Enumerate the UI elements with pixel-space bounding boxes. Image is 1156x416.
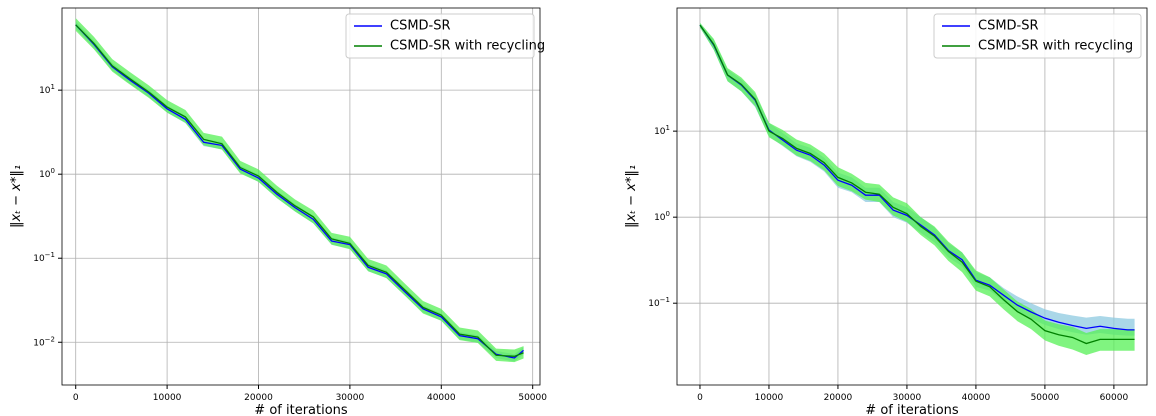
legend-label: CSMD-SR bbox=[978, 19, 1039, 34]
y-tick-label: 101 bbox=[39, 83, 55, 96]
confidence-band bbox=[699, 23, 1135, 336]
y-tick-label: 10−1 bbox=[33, 251, 55, 264]
x-tick-label: 20000 bbox=[244, 393, 273, 403]
axes-frame bbox=[61, 7, 541, 386]
x-tick-label: 40000 bbox=[962, 393, 991, 403]
y-tick-label: 101 bbox=[654, 124, 670, 137]
tick-exponent: 0 bbox=[666, 210, 670, 218]
y-tick-label: 100 bbox=[654, 210, 670, 223]
series-line bbox=[75, 24, 524, 357]
legend-label: CSMD-SR with recycling bbox=[390, 39, 545, 54]
confidence-band bbox=[699, 22, 1135, 355]
y-tick-label: 10−2 bbox=[33, 335, 55, 348]
series-line bbox=[699, 24, 1135, 331]
x-tick-label: 50000 bbox=[1031, 393, 1060, 403]
y-tick-label: 100 bbox=[39, 167, 55, 180]
x-tick-label: 20000 bbox=[824, 393, 853, 403]
tick-base: 10 bbox=[39, 170, 51, 180]
x-tick-label: 60000 bbox=[1100, 393, 1129, 403]
tick-exponent: −1 bbox=[660, 296, 670, 304]
subplot: 0 10000 20000 30000 40000 50000 6000010−110010… bbox=[624, 7, 1148, 416]
x-axis-label: # of iterations bbox=[254, 403, 348, 416]
legend-label: CSMD-SR bbox=[390, 19, 451, 34]
tick-base: 10 bbox=[33, 338, 45, 348]
x-tick-label: 0 bbox=[697, 393, 703, 403]
confidence-band bbox=[75, 18, 524, 363]
x-tick-label: 10000 bbox=[153, 393, 182, 403]
x-tick-label: 50000 bbox=[518, 393, 547, 403]
x-tick-label: 0 bbox=[73, 393, 79, 403]
tick-base: 10 bbox=[648, 299, 660, 309]
series-line bbox=[75, 24, 524, 359]
series-line bbox=[699, 24, 1135, 345]
legend-box bbox=[345, 13, 535, 59]
tick-exponent: −1 bbox=[45, 251, 55, 259]
tick-base: 10 bbox=[39, 86, 51, 96]
y-axis-label: ‖xₜ − x*‖₁ bbox=[624, 165, 639, 228]
x-tick-label: 30000 bbox=[893, 393, 922, 403]
x-tick-label: 40000 bbox=[427, 393, 456, 403]
tick-exponent: 1 bbox=[666, 124, 670, 132]
tick-exponent: −2 bbox=[45, 335, 55, 343]
x-axis-label: # of iterations bbox=[865, 403, 959, 416]
axes-frame bbox=[676, 7, 1148, 386]
x-tick-label: 30000 bbox=[336, 393, 365, 403]
subplot: 0 10000 20000 30000 40000 5000010−210−1100101… bbox=[9, 7, 547, 416]
confidence-band bbox=[75, 21, 524, 362]
y-tick-label: 10−1 bbox=[648, 296, 670, 309]
tick-base: 10 bbox=[33, 254, 45, 264]
tick-exponent: 0 bbox=[51, 167, 55, 175]
x-tick-label: 10000 bbox=[755, 393, 784, 403]
tick-exponent: 1 bbox=[51, 83, 55, 91]
tick-base: 10 bbox=[654, 213, 666, 223]
legend-label: CSMD-SR with recycling bbox=[978, 39, 1133, 54]
y-axis-label: ‖xₜ − x*‖₁ bbox=[9, 165, 24, 228]
tick-base: 10 bbox=[654, 127, 666, 137]
legend-box bbox=[933, 13, 1142, 59]
